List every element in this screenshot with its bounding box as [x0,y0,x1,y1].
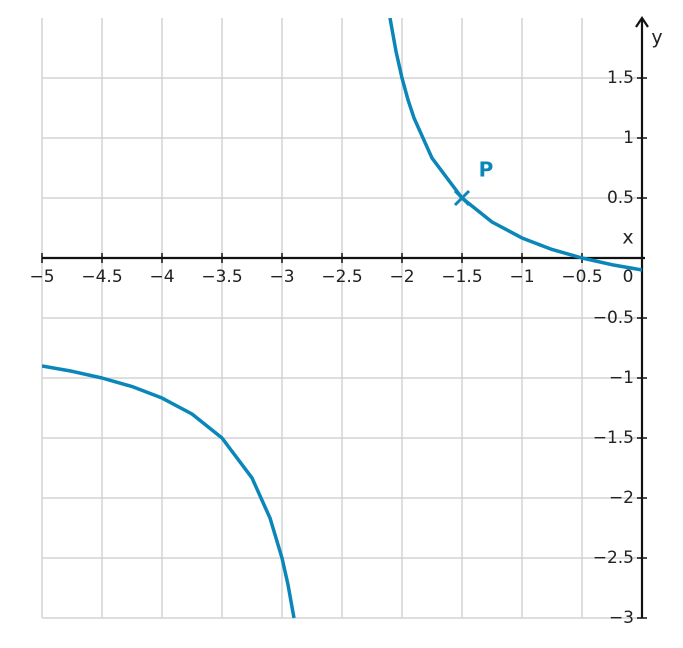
x-tick-label: −2 [389,267,414,287]
grid [41,18,642,619]
y-tick-label: −1.5 [593,428,634,448]
y-axis-label: y [651,27,662,49]
x-tick-label: −1.5 [441,267,482,287]
y-tick-label: −2 [609,488,634,508]
y-tick-label: −3 [609,608,634,628]
x-tick-label: −1 [509,267,534,287]
y-axis-arrow [635,16,649,28]
point-marker [453,189,471,207]
x-tick-label: −4.5 [81,267,122,287]
point-label: P [479,158,494,182]
axes: −5 −4.5 −4 −3.5 −3 −2.5 −2 −1.5 −1 −0.5 0 −3 −2.5 −2 −… [29,16,663,628]
x-tick-label: −0.5 [561,267,602,287]
y-tick-label: −0.5 [593,308,634,328]
x-tick-label: 0 [623,267,634,287]
y-tick-label: 0.5 [607,188,634,208]
y-tick-label: −1 [609,368,634,388]
x-tick-label: −3.5 [201,267,242,287]
y-tick-label: 1 [623,128,634,148]
y-tick-label: −2.5 [593,548,634,568]
y-tick-label: 1.5 [607,68,634,88]
x-tick-label: −3 [269,267,294,287]
x-axis-label: x [622,227,633,249]
x-tick-label: −5 [29,267,54,287]
x-tick-label: −4 [149,267,174,287]
x-tick-label: −2.5 [321,267,362,287]
